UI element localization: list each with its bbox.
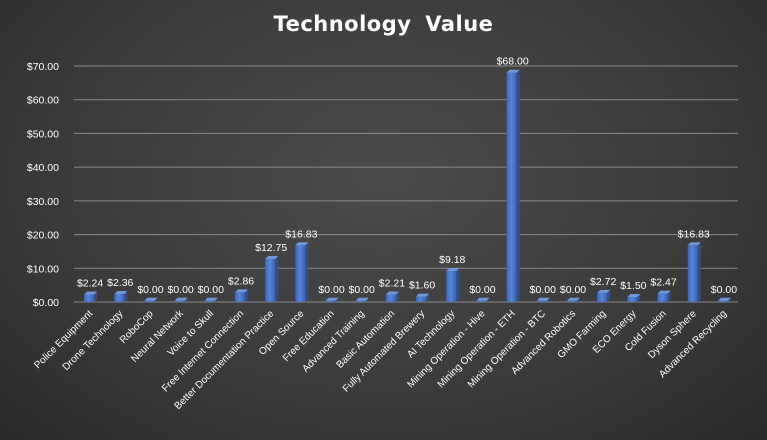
y-tick-label: $70.00 [27,61,59,73]
data-label: $0.00 [349,284,375,296]
data-label: $12.75 [255,242,287,254]
y-tick-label: $40.00 [27,162,59,174]
y-tick-label: $20.00 [27,230,59,242]
data-label: $0.00 [560,284,586,296]
data-label: $0.00 [198,284,224,296]
bar [416,293,430,302]
data-label: $2.21 [379,278,405,290]
bar [325,297,339,302]
bar [536,297,550,302]
bar [627,293,641,302]
bar [385,291,399,302]
data-label: $0.00 [318,284,344,296]
data-label: $1.50 [620,280,646,292]
bar [265,256,279,302]
data-label: $2.47 [650,277,676,289]
data-label: $0.00 [167,284,193,296]
data-label: $0.00 [137,284,163,296]
data-label: $68.00 [497,56,529,68]
bars [84,69,731,302]
bar [144,297,158,302]
data-label: $2.86 [228,275,254,287]
gridlines [74,65,738,303]
y-tick-label: $30.00 [27,196,59,208]
y-axis-tick-labels: $0.00 $10.00 $20.00 $30.00 $40.00 $50.00 $60.0… [27,61,59,309]
bar [204,297,218,302]
bar [114,291,128,302]
data-label: $0.00 [711,284,737,296]
y-tick-label: $0.00 [33,297,59,309]
bar [687,242,701,302]
data-label: $16.83 [285,228,317,240]
bar [567,297,580,302]
y-tick-label: $60.00 [27,95,59,107]
data-label: $1.60 [409,280,435,292]
y-tick-label: $10.00 [27,263,59,275]
bar [597,289,611,302]
bar [657,290,671,302]
data-labels: $2.24 $2.36 $0.00 $0.00 $0.00 $2.86 $12.75 $16.… [77,56,737,296]
data-label: $16.83 [678,228,710,240]
data-label: $0.00 [469,284,495,296]
bar [717,297,731,302]
bar [355,297,369,302]
bar [235,289,248,302]
bar [506,69,520,302]
bar [174,297,188,302]
bar [446,268,460,302]
bar [295,242,309,302]
data-label: $2.36 [107,277,133,289]
y-tick-label: $50.00 [27,128,59,140]
data-label: $2.72 [590,276,616,288]
x-tick-label: Neural Network [129,308,186,365]
data-label: $0.00 [530,284,556,296]
bar [84,291,98,302]
bar [476,297,490,302]
data-label: $2.24 [77,277,103,289]
chart-title: Technology Value [273,12,494,36]
data-label: $9.18 [439,254,465,266]
